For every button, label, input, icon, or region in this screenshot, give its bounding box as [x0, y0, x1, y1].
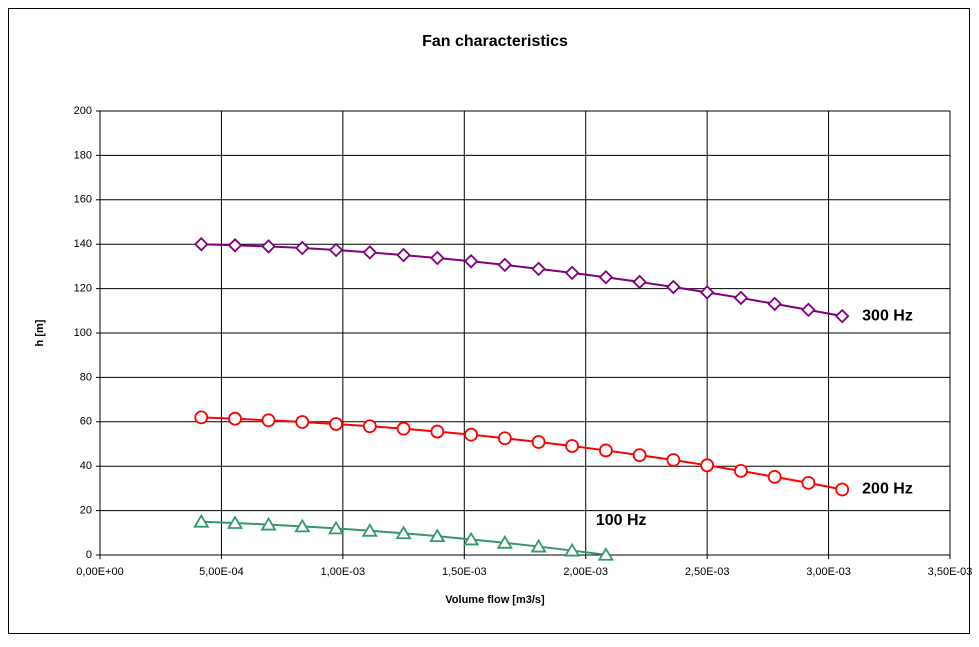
x-tick-label: 1,50E-03: [442, 566, 487, 578]
data-point: [632, 274, 647, 290]
data-point: [396, 421, 411, 436]
data-point: [295, 240, 310, 256]
y-axis-label: h [m]: [34, 319, 46, 346]
data-point: [699, 285, 715, 300]
data-point: [767, 296, 782, 312]
chart-title: Fan characteristics: [422, 33, 568, 50]
x-tick-label: 2,50E-03: [685, 566, 730, 578]
data-point: [700, 458, 715, 473]
data-point: [226, 515, 244, 529]
y-tick-label: 60: [80, 416, 92, 428]
y-tick-label: 140: [74, 238, 92, 250]
data-point: [767, 469, 782, 484]
y-tick-label: 120: [74, 283, 92, 295]
x-tick-label: 3,50E-03: [928, 566, 973, 578]
data-point: [530, 538, 547, 553]
series-label: 200 Hz: [862, 481, 913, 498]
data-point: [362, 419, 377, 434]
data-point: [531, 435, 546, 449]
data-point: [260, 516, 277, 531]
series-label: 300 Hz: [862, 307, 913, 324]
data-point: [464, 427, 478, 442]
x-tick-label: 3,00E-03: [806, 566, 851, 578]
data-point: [598, 443, 613, 458]
y-tick-label: 20: [80, 505, 92, 517]
y-tick-label: 80: [80, 371, 92, 383]
data-point: [294, 518, 311, 533]
data-point: [396, 247, 411, 263]
data-point: [564, 265, 580, 281]
data-point: [463, 254, 479, 269]
data-point: [261, 413, 276, 428]
data-point: [564, 542, 581, 557]
data-point: [227, 238, 243, 253]
data-point: [666, 453, 681, 467]
data-point: [598, 270, 614, 285]
data-point: [496, 535, 513, 549]
data-point: [801, 302, 816, 318]
data-point: [193, 513, 210, 528]
x-tick-label: 0,00E+00: [76, 566, 123, 578]
data-point: [734, 463, 748, 478]
data-point: [430, 424, 445, 439]
data-point: [328, 242, 344, 258]
series-label: 100 Hz: [596, 512, 647, 529]
data-point: [834, 308, 850, 324]
data-point: [194, 410, 209, 425]
data-point: [429, 528, 446, 543]
data-point: [801, 475, 816, 490]
x-axis-label: Volume flow [m3/s]: [445, 594, 545, 606]
y-tick-label: 200: [74, 105, 92, 117]
data-point: [362, 245, 378, 260]
x-tick-label: 5,00E-04: [199, 566, 244, 578]
data-point: [666, 279, 681, 295]
data-point: [835, 482, 850, 497]
data-point: [295, 415, 310, 429]
data-point: [632, 448, 647, 463]
x-tick-label: 2,00E-03: [563, 566, 608, 578]
data-point: [597, 547, 614, 561]
y-tick-label: 0: [86, 549, 92, 561]
data-point: [261, 239, 276, 254]
data-point: [395, 525, 412, 540]
data-point: [430, 250, 445, 266]
data-point: [531, 261, 546, 277]
data-point: [733, 290, 749, 306]
data-point: [193, 236, 209, 252]
data-point: [361, 523, 378, 537]
x-tick-label: 1,00E-03: [321, 566, 366, 578]
data-point: [463, 531, 480, 546]
data-point: [497, 257, 513, 273]
y-tick-label: 40: [80, 460, 92, 472]
data-point: [565, 439, 580, 453]
y-tick-label: 160: [74, 194, 92, 206]
data-point: [228, 411, 242, 426]
data-point: [497, 431, 512, 446]
y-tick-label: 100: [74, 327, 92, 339]
y-tick-label: 180: [74, 149, 92, 161]
data-point: [329, 417, 343, 431]
data-point: [327, 520, 345, 535]
